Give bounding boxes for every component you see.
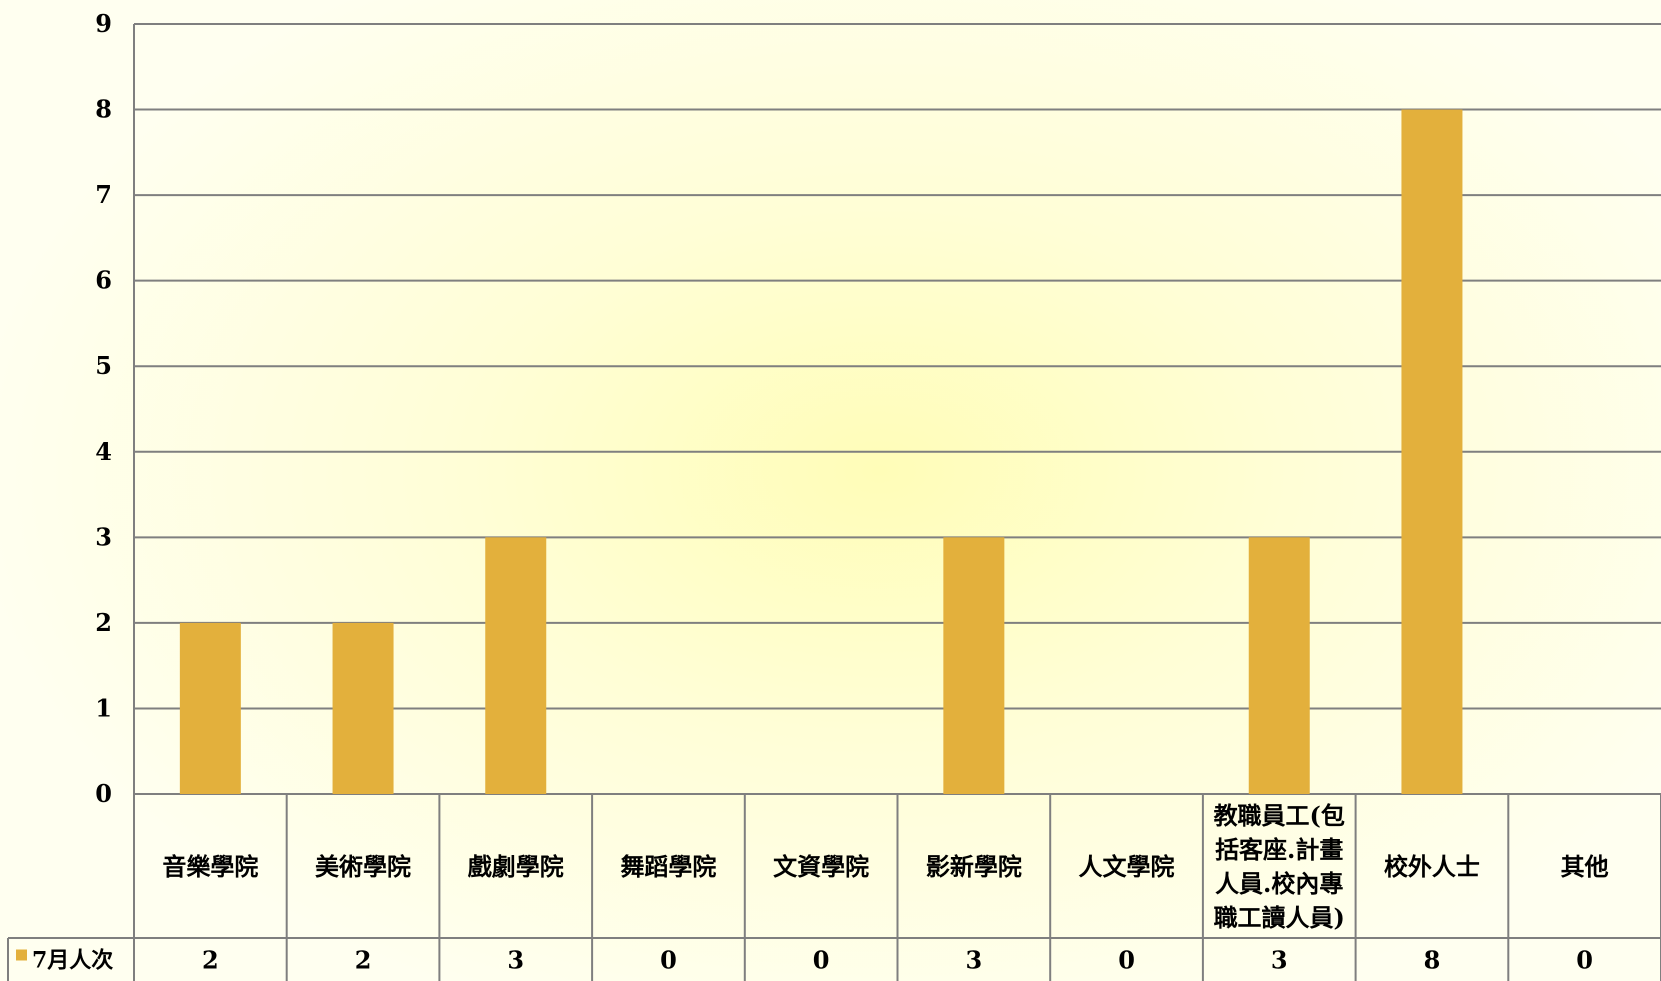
- bar: [1248, 537, 1310, 794]
- y-tick-label: 2: [95, 608, 112, 637]
- category-label-line: 音樂學院: [162, 852, 258, 881]
- y-tick-label: 8: [95, 95, 112, 124]
- category-label: 美術學院: [315, 852, 411, 881]
- y-tick-label: 4: [95, 437, 112, 466]
- table-value: 3: [507, 946, 524, 975]
- bar: [485, 537, 547, 794]
- category-label-line: 人員.校內專: [1215, 869, 1343, 898]
- category-label-line: 教職員工(包: [1214, 801, 1345, 830]
- table-value: 3: [965, 946, 982, 975]
- category-label-line: 文資學院: [773, 852, 869, 881]
- data-table: 音樂學院 美術學院 戲劇學院 舞蹈學院 文資學院 影新學院 人文學院 教職員工(包括客座.計畫…: [7, 794, 1661, 981]
- bars: [179, 109, 1463, 795]
- category-label: 舞蹈學院: [620, 852, 716, 881]
- category-label: 人文學院: [1079, 852, 1175, 881]
- table-value: 0: [1118, 946, 1135, 975]
- category-label-line: 舞蹈學院: [620, 852, 716, 881]
- category-label: 教職員工(包括客座.計畫人員.校內專職工讀人員): [1214, 801, 1345, 932]
- category-label: 文資學院: [773, 852, 869, 881]
- legend-swatch: [16, 949, 27, 961]
- category-label: 音樂學院: [162, 852, 258, 881]
- bar: [179, 622, 241, 794]
- y-tick-label: 9: [95, 9, 112, 38]
- category-label: 校外人士: [1384, 852, 1480, 881]
- y-tick-label: 0: [95, 779, 112, 808]
- category-label-line: 戲劇學院: [468, 852, 564, 881]
- category-label-line: 職工讀人員): [1214, 903, 1345, 932]
- bar: [332, 622, 394, 794]
- category-label: 其他: [1561, 852, 1609, 881]
- table-value: 2: [355, 946, 372, 975]
- y-tick-label: 5: [95, 351, 112, 380]
- category-label-line: 美術學院: [315, 852, 411, 881]
- category-label-line: 校外人士: [1384, 852, 1480, 881]
- table-value: 0: [1576, 946, 1593, 975]
- bar: [943, 537, 1005, 794]
- category-label-line: 影新學院: [926, 852, 1022, 881]
- y-tick-label: 6: [95, 266, 112, 295]
- table-value: 8: [1424, 946, 1441, 975]
- y-tick-label: 1: [95, 693, 112, 722]
- category-label: 戲劇學院: [468, 852, 564, 881]
- table-value: 3: [1271, 946, 1288, 975]
- bar: [1401, 109, 1463, 795]
- table-value: 0: [813, 946, 830, 975]
- category-label-line: 其他: [1561, 852, 1609, 881]
- legend-label: 7月人次: [32, 948, 113, 974]
- y-tick-label: 3: [95, 522, 112, 551]
- table-value: 0: [660, 946, 677, 975]
- y-tick-label: 7: [95, 180, 112, 209]
- category-label-line: 括客座.計畫: [1215, 835, 1343, 864]
- y-axis: 0 1 2 3 4 5 6 7 8 9: [95, 9, 135, 981]
- category-label-line: 人文學院: [1079, 852, 1175, 881]
- table-value: 2: [202, 946, 219, 975]
- category-label: 影新學院: [926, 852, 1022, 881]
